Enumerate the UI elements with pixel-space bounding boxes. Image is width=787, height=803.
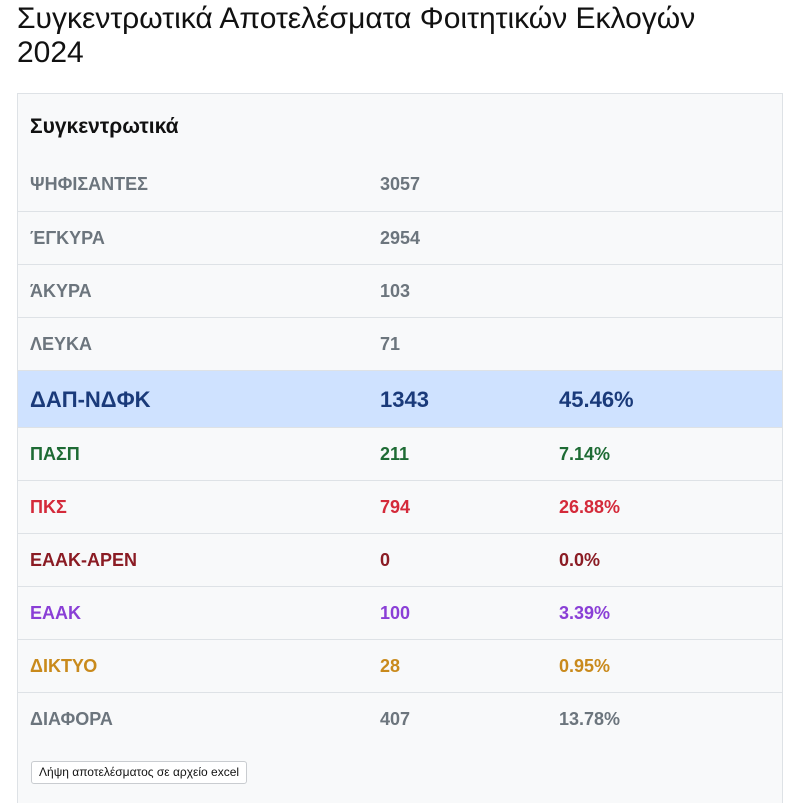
summary-label: ΈΓΚΥΡΑ [30, 228, 105, 248]
download-excel-button[interactable]: Λήψη αποτελέσματος σε αρχείο excel [31, 761, 248, 784]
results-card: Συγκεντρωτικά ΨΗΦΙΣΑΝΤΕΣ 3057 ΈΓΚΥΡΑ 2954 ΆΚ… [17, 93, 783, 803]
summary-value: 3057 [380, 174, 421, 194]
party-row: ΔΙΑΦΟΡΑ 407 13.78% [18, 692, 782, 745]
party-votes: 100 [380, 603, 411, 623]
party-percent: 0.95% [559, 656, 611, 676]
party-percent: 3.39% [559, 603, 611, 623]
summary-row: ΆΚΥΡΑ 103 [18, 264, 782, 317]
summary-label: ΆΚΥΡΑ [30, 281, 92, 301]
party-name: ΕΑΑΚ [30, 603, 82, 623]
summary-label: ΛΕΥΚΑ [30, 334, 93, 354]
summary-value: 71 [380, 334, 401, 354]
summary-value: 2954 [380, 228, 421, 248]
party-row: ΠΚΣ 794 26.88% [18, 480, 782, 533]
summary-row: ΛΕΥΚΑ 71 [18, 317, 782, 370]
party-name: ΠΑΣΠ [30, 444, 80, 464]
page-title: Συγκεντρωτικά Αποτελέσματα Φοιτητικών Εκ… [17, 2, 696, 69]
party-name: ΔΙΑΦΟΡΑ [30, 709, 113, 729]
leading-party-row: ΔΑΠ-ΝΔΦΚ 1343 45.46% [18, 370, 782, 427]
party-name: ΠΚΣ [30, 497, 67, 517]
party-name: ΕΑΑΚ-ΑΡΕΝ [30, 550, 138, 570]
party-votes: 794 [380, 497, 411, 517]
party-name: ΔΑΠ-ΝΔΦΚ [30, 387, 151, 412]
party-row: ΕΑΑΚ 100 3.39% [18, 586, 782, 639]
results-table: ΨΗΦΙΣΑΝΤΕΣ 3057 ΈΓΚΥΡΑ 2954 ΆΚΥΡΑ 103 ΛΕΥΚΑ 71 Δ… [18, 158, 782, 745]
party-votes: 407 [380, 709, 411, 729]
summary-value: 103 [380, 281, 411, 301]
party-percent: 0.0% [559, 550, 601, 570]
party-votes: 28 [380, 656, 401, 676]
party-name: ΔΙΚΤΥΟ [30, 656, 98, 676]
summary-row: ΨΗΦΙΣΑΝΤΕΣ 3057 [18, 158, 782, 211]
card-heading: Συγκεντρωτικά [30, 115, 179, 138]
party-row: ΔΙΚΤΥΟ 28 0.95% [18, 639, 782, 692]
summary-row: ΈΓΚΥΡΑ 2954 [18, 211, 782, 264]
party-percent: 7.14% [559, 444, 611, 464]
party-percent: 13.78% [559, 709, 621, 729]
party-votes: 211 [380, 444, 410, 464]
party-percent: 26.88% [559, 497, 621, 517]
party-votes: 1343 [380, 387, 429, 412]
party-percent: 45.46% [559, 387, 634, 412]
party-votes: 0 [380, 550, 391, 570]
summary-label: ΨΗΦΙΣΑΝΤΕΣ [30, 174, 148, 194]
party-row: ΠΑΣΠ 211 7.14% [18, 427, 782, 480]
party-row: ΕΑΑΚ-ΑΡΕΝ 0 0.0% [18, 533, 782, 586]
